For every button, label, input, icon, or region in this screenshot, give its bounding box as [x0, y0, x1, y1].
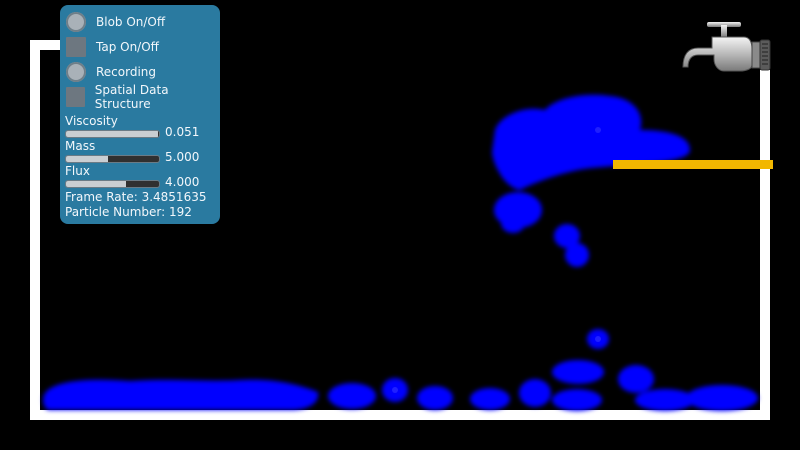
toggle-blob[interactable]: Blob On/Off: [66, 11, 165, 33]
container-top-left-lip: [30, 40, 60, 50]
toggle-tap[interactable]: Tap On/Off: [66, 36, 159, 58]
toggle-spatial-data-structure[interactable]: Spatial Data Structure: [66, 83, 220, 111]
slider-fill: [66, 181, 127, 187]
water-tap-icon[interactable]: [680, 15, 772, 77]
mass-value: 5.000: [165, 150, 200, 164]
radio-indicator-icon[interactable]: [66, 62, 86, 82]
fluid-blob: [635, 389, 695, 411]
fluid-blob: [618, 365, 654, 393]
viscosity-slider[interactable]: [65, 130, 160, 138]
fluid-blob: [501, 213, 525, 233]
toggle-label: Spatial Data Structure: [94, 83, 169, 111]
fluid-blob: [328, 383, 376, 409]
fluid-blob-upper: [492, 94, 690, 190]
fluid-pool: [43, 379, 319, 410]
fluid-blob: [554, 224, 580, 248]
frame-rate-readout: Frame Rate: 3.4851635: [65, 190, 207, 204]
particle-number-readout: Particle Number: 192: [65, 205, 192, 219]
viscosity-label: Viscosity: [65, 114, 118, 128]
radio-indicator-icon[interactable]: [66, 12, 86, 32]
flux-value: 4.000: [165, 175, 200, 189]
fluid-blob: [686, 385, 758, 411]
flux-slider[interactable]: [65, 180, 160, 188]
fluid-blob: [470, 388, 510, 410]
mass-slider[interactable]: [65, 155, 160, 163]
fluid-blob: [552, 360, 604, 384]
fluid-blob: [552, 389, 602, 411]
slider-fill: [66, 156, 108, 162]
toggle-recording[interactable]: Recording: [66, 61, 156, 83]
checkbox-indicator-icon[interactable]: [66, 87, 85, 107]
fluid-blob: [417, 386, 453, 410]
viscosity-value: 0.051: [165, 125, 200, 139]
container-left-wall: [30, 40, 40, 420]
toggle-label: Recording: [96, 65, 157, 79]
container-right-wall: [760, 70, 770, 420]
toggle-label: Tap On/Off: [96, 40, 159, 54]
flux-label: Flux: [65, 164, 90, 178]
obstacle-bar[interactable]: [613, 160, 773, 169]
control-panel: Blob On/Off Tap On/Off Recording Spatial…: [60, 5, 220, 224]
toggle-label: Blob On/Off: [96, 15, 166, 29]
slider-fill: [66, 131, 159, 137]
checkbox-indicator-icon[interactable]: [66, 37, 86, 57]
mass-label: Mass: [65, 139, 96, 153]
fluid-blob: [519, 379, 551, 407]
fluid-blob: [565, 243, 589, 267]
container-bottom-wall: [30, 410, 770, 420]
